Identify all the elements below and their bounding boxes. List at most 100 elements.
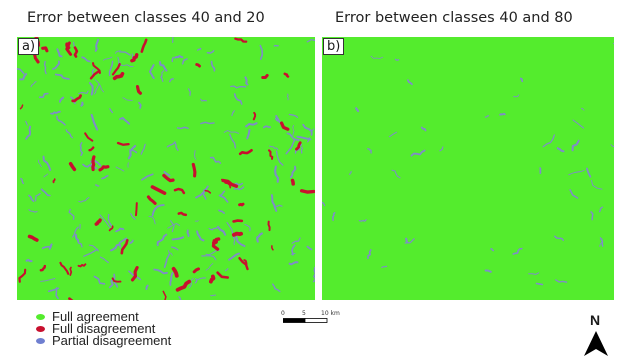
partial-disagreement-patch: [209, 156, 222, 164]
full-disagreement-patch: [135, 202, 138, 217]
partial-disagreement-patch: [35, 192, 41, 202]
partial-disagreement-patch: [148, 64, 155, 80]
partial-disagreement-patch: [115, 166, 125, 172]
full-disagreement-patch: [89, 69, 101, 80]
scale-tick-label: 0: [281, 310, 285, 317]
full-disagreement-patch: [238, 256, 249, 271]
panel-a-label: a): [18, 38, 40, 55]
partial-disagreement-patch: [158, 60, 168, 72]
partial-disagreement-patch: [208, 227, 218, 231]
partial-disagreement-patch: [166, 141, 176, 148]
partial-disagreement-patch: [194, 279, 198, 284]
partial-disagreement-patch: [40, 188, 51, 197]
full-disagreement-patch: [191, 162, 197, 178]
partial-disagreement-patch: [312, 266, 315, 283]
partial-disagreement-patch: [233, 186, 245, 191]
partial-disagreement-patch: [290, 252, 296, 255]
full-disagreement-patch: [112, 71, 125, 81]
partial-disagreement-patch: [598, 206, 603, 213]
partial-disagreement-patch: [141, 173, 154, 181]
full-disagreement-patch: [271, 245, 274, 251]
full-disagreement-patch: [77, 263, 87, 268]
full-disagreement-patch: [52, 178, 56, 184]
full-disagreement-patch: [68, 161, 77, 172]
partial-disagreement-patch: [201, 255, 217, 261]
partial-disagreement-patch: [306, 245, 313, 251]
partial-disagreement-patch: [145, 284, 149, 290]
partial-disagreement-patch: [484, 269, 492, 273]
partial-disagreement-patch: [90, 113, 99, 131]
partial-disagreement-patch: [572, 119, 585, 129]
partial-disagreement-patch: [275, 204, 283, 207]
partial-disagreement-patch: [114, 50, 121, 54]
partial-disagreement-patch: [610, 144, 614, 147]
partial-disagreement-patch: [484, 115, 490, 118]
partial-disagreement-patch: [163, 253, 171, 268]
full-disagreement-patch: [195, 63, 201, 68]
partial-disagreement-patch: [91, 68, 95, 75]
partial-disagreement-patch: [140, 143, 146, 155]
partial-disagreement-patch: [20, 177, 24, 185]
partial-disagreement-patch: [391, 169, 401, 179]
partial-disagreement-patch: [388, 131, 398, 138]
partial-disagreement-patch: [160, 75, 164, 82]
partial-disagreement-patch: [56, 115, 66, 126]
full-disagreement-patch: [279, 121, 290, 131]
full-disagreement-patch: [59, 261, 70, 275]
partial-disagreement-patch: [43, 173, 49, 178]
partial-disagreement-patch: [571, 139, 580, 152]
panel-b-label: b): [323, 38, 345, 55]
partial-disagreement-patch: [119, 116, 131, 125]
partial-disagreement-patch: [219, 190, 226, 197]
partial-disagreement-patch: [349, 170, 352, 175]
partial-disagreement-patch: [210, 60, 216, 72]
full-disagreement-patch: [238, 202, 245, 207]
full-disagreement-patch: [116, 141, 130, 146]
legend: Full agreement Full disagreement Partial…: [36, 309, 171, 347]
full-disagreement-patch: [39, 264, 47, 272]
partial-disagreement-patch: [119, 62, 134, 68]
partial-disagreement-patch: [223, 130, 240, 134]
partial-disagreement-patch: [228, 252, 240, 261]
full-disagreement-patch: [211, 239, 220, 251]
full-disagreement-patch: [73, 46, 79, 58]
partial-disagreement-patch: [590, 179, 603, 190]
partial-disagreement-patch: [216, 225, 227, 236]
full-disagreement-patch: [68, 297, 74, 300]
partial-disagreement-patch: [81, 56, 91, 63]
partial-disagreement-patch: [439, 146, 444, 152]
partial-disagreement-patch: [99, 256, 109, 264]
partial-disagreement-patch: [556, 147, 565, 153]
partial-disagreement-patch: [244, 223, 251, 232]
partial-disagreement-patch: [50, 110, 61, 115]
full-disagreement-patch: [171, 266, 179, 278]
partial-disagreement-patch: [230, 85, 247, 89]
full-disagreement-patch: [252, 111, 257, 121]
partial-disagreement-patch: [108, 60, 114, 77]
blue-dot-icon: [36, 338, 45, 344]
partial-disagreement-patch: [122, 97, 133, 101]
partial-disagreement-patch: [285, 138, 296, 155]
partial-disagreement-patch: [38, 92, 49, 99]
partial-disagreement-patch: [300, 146, 303, 154]
partial-disagreement-patch: [205, 263, 214, 271]
partial-disagreement-patch: [199, 98, 208, 102]
partial-disagreement-patch: [197, 47, 202, 51]
partial-disagreement-patch: [231, 110, 235, 117]
full-disagreement-patch: [18, 268, 27, 283]
full-disagreement-patch: [98, 165, 110, 172]
partial-disagreement-patch: [291, 237, 301, 244]
partial-disagreement-patch: [206, 49, 215, 54]
partial-disagreement-patch: [233, 93, 243, 105]
partial-disagreement-patch: [25, 125, 32, 140]
partial-disagreement-patch: [42, 155, 52, 171]
legend-label: Full agreement: [52, 309, 139, 324]
partial-disagreement-patch: [274, 165, 279, 183]
partial-disagreement-patch: [288, 261, 299, 266]
partial-disagreement-patch: [288, 113, 299, 118]
full-disagreement-patch: [84, 132, 94, 142]
full-disagreement-patch: [295, 141, 302, 151]
partial-disagreement-patch: [40, 278, 56, 282]
partial-disagreement-patch: [245, 122, 258, 128]
scale-tick-label: 10 km: [321, 310, 340, 317]
